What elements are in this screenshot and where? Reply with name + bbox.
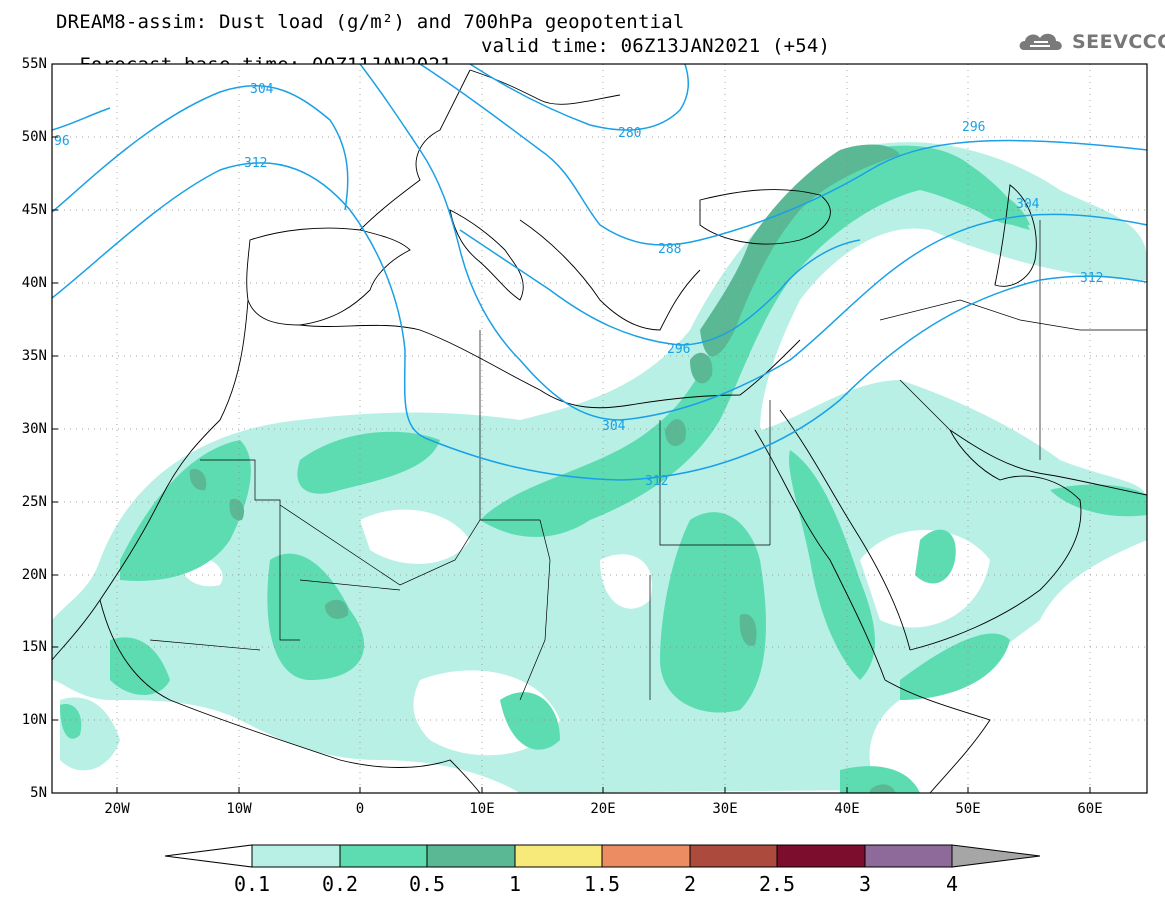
colorbar-label: 1.5 <box>583 872 621 896</box>
colorbar-swatch <box>514 844 603 868</box>
dust-area-mid <box>120 440 251 581</box>
axis-ticks <box>52 63 1091 793</box>
lat-label: 55N <box>21 56 47 72</box>
lat-label: 35N <box>21 348 47 364</box>
colorbar-label: 0.5 <box>408 872 446 896</box>
contour-label: 296 <box>667 342 690 357</box>
lon-label: 40E <box>834 801 860 817</box>
lat-label: 15N <box>21 639 47 655</box>
colorbar-label: 3 <box>858 872 872 896</box>
seevccc-logo: SEEVCCC <box>1016 26 1165 56</box>
contour-labels: 96 304 312 280 288 296 304 312 296 304 3… <box>54 82 1103 489</box>
contour-label: 312 <box>645 474 668 489</box>
lat-label: 25N <box>21 494 47 510</box>
contour-label: 304 <box>250 82 274 97</box>
colorbar <box>164 844 1041 868</box>
contour-label: 280 <box>618 126 641 141</box>
lat-label: 50N <box>21 129 47 145</box>
contour-label: 304 <box>602 419 626 434</box>
contour-label: 304 <box>1016 197 1040 212</box>
lat-label: 30N <box>21 421 47 437</box>
colorbar-label: 0.2 <box>321 872 359 896</box>
map-title: DREAM8-assim: Dust load (g/m²) and 700hP… <box>56 11 685 33</box>
colorbar-swatch <box>689 844 778 868</box>
colorbar-label: 2.5 <box>758 872 796 896</box>
colorbar-label: 4 <box>945 872 959 896</box>
country-borders <box>149 220 1147 701</box>
graticule <box>52 64 1147 793</box>
lat-label: 10N <box>21 712 47 728</box>
contour-label: 96 <box>54 134 70 149</box>
lon-label: 50E <box>955 801 981 817</box>
contour-label: 312 <box>1080 271 1103 286</box>
colorbar-swatch <box>601 844 691 868</box>
lat-label: 5N <box>30 785 47 801</box>
lat-label: 45N <box>21 202 47 218</box>
lon-label: 20E <box>590 801 616 817</box>
contour-label: 312 <box>244 156 267 171</box>
colorbar-over-triangle <box>951 844 1041 868</box>
logo-text: SEEVCCC <box>1072 31 1165 53</box>
valid-time: valid time: 06Z13JAN2021 (+54) <box>481 35 831 57</box>
colorbar-label: 2 <box>683 872 697 896</box>
colorbar-under-triangle <box>164 844 253 868</box>
cloud-logo-icon <box>1019 33 1062 50</box>
colorbar-label: 1 <box>508 872 522 896</box>
contour-label: 296 <box>962 120 985 135</box>
lat-label: 40N <box>21 275 47 291</box>
lon-label: 10W <box>226 801 252 817</box>
colorbar-swatch <box>776 844 866 868</box>
lat-label: 20N <box>21 567 47 583</box>
lon-label: 60E <box>1077 801 1103 817</box>
colorbar-swatch <box>251 844 341 868</box>
colorbar-swatch <box>339 844 428 868</box>
lon-label: 0 <box>355 801 365 817</box>
colorbar-swatch <box>426 844 516 868</box>
lon-label: 10E <box>469 801 495 817</box>
colorbar-label: 0.1 <box>233 872 271 896</box>
lon-label: 20W <box>104 801 130 817</box>
lon-label: 30E <box>712 801 738 817</box>
colorbar-swatch <box>864 844 953 868</box>
contour-label: 288 <box>658 242 681 257</box>
geopotential-contours <box>52 64 1147 481</box>
dust-area-high <box>700 144 900 357</box>
